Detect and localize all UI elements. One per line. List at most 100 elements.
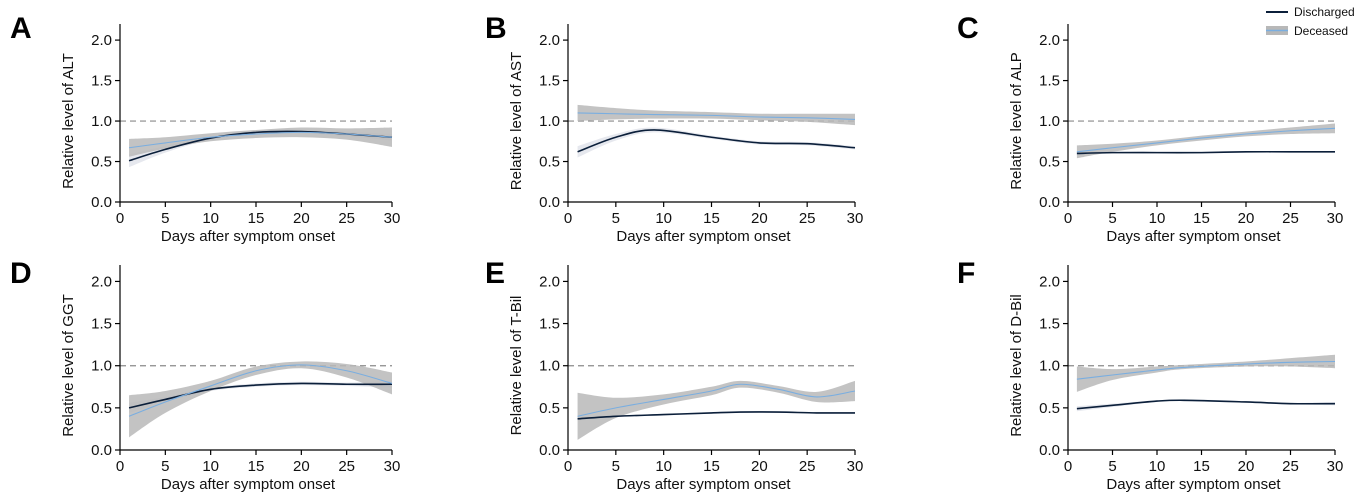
y-tick-label-b: 2.0 [539,32,560,49]
ci-band-deceased-f [1076,354,1335,392]
x-tick-label-a: 15 [248,210,265,227]
x-tick-label-e: 25 [799,458,816,475]
y-tick-label-e: 2.0 [539,273,560,290]
y-tick-label-b: 1.0 [539,113,560,130]
panel-letter-c: C [957,12,979,45]
x-tick-label-b: 15 [703,210,720,227]
x-tick-label-d: 5 [161,458,169,475]
x-tick-label-b: 5 [612,210,620,227]
y-tick-label-f: 2.0 [1039,273,1060,290]
y-tick-label-f: 1.5 [1039,316,1060,333]
x-tick-label-f: 5 [1108,458,1116,475]
panel-a: A 0.0 0.5 1.0 1.5 2.0 0 5 10 15 20 25 30 Days after s… [10,12,400,245]
series-line-deceased-f [1076,360,1336,380]
x-tick-label-d: 20 [293,458,310,475]
y-tick-label-a: 2.0 [91,32,112,49]
series-line-deceased-b [577,112,856,120]
y-tick-label-a: 0.0 [91,194,112,211]
x-tick-label-e: 5 [612,458,620,475]
y-tick-label-c: 1.0 [1039,113,1060,130]
legend-label-discharged: Discharged [1294,5,1355,19]
y-axis-title-f: Relative level of D-Bil [1008,294,1025,437]
x-tick-label-f: 25 [1282,458,1299,475]
x-tick-label-f: 0 [1064,458,1072,475]
y-tick-label-c: 0.0 [1039,194,1060,211]
y-tick-label-d: 0.0 [91,442,112,459]
series-line-deceased-a [128,131,393,149]
series-line-discharged-c [1076,150,1335,155]
panel-letter-b: B [485,12,507,45]
x-tick-label-c: 10 [1149,210,1166,227]
x-tick-label-d: 0 [116,458,124,475]
y-tick-label-f: 0.0 [1039,442,1060,459]
x-tick-label-c: 15 [1193,210,1210,227]
y-tick-label-f: 1.0 [1039,358,1060,375]
series-line-discharged-b [577,129,856,153]
y-tick-label-f: 0.5 [1039,400,1060,417]
panel-f: F 0.0 0.5 1.0 1.5 2.0 0 5 10 15 20 25 30 Days after s… [957,257,1343,493]
ci-band-deceased-d [129,361,392,438]
series-line-discharged-e [577,411,856,420]
y-tick-label-b: 0.0 [539,194,560,211]
series-line-discharged-d [128,382,393,409]
y-axis-title-e: Relative level of T-Bil [508,296,525,436]
x-axis-title-c: Days after symptom onset [1106,228,1281,245]
y-tick-label-e: 0.0 [539,442,560,459]
y-tick-label-b: 1.5 [539,73,560,90]
x-tick-label-d: 25 [338,458,355,475]
x-tick-label-c: 25 [1282,210,1299,227]
x-tick-label-b: 25 [799,210,816,227]
x-axis-title-d: Days after symptom onset [161,476,336,493]
x-tick-label-f: 20 [1238,458,1255,475]
x-tick-label-f: 10 [1149,458,1166,475]
y-axis-title-a: Relative level of ALT [60,53,77,189]
y-tick-label-a: 1.5 [91,73,112,90]
series-line-deceased-d [128,364,393,417]
y-tick-label-d: 1.5 [91,316,112,333]
x-tick-label-f: 30 [1327,458,1344,475]
y-tick-label-c: 1.5 [1039,73,1060,90]
y-tick-label-c: 2.0 [1039,32,1060,49]
x-tick-label-e: 0 [564,458,572,475]
x-tick-label-e: 15 [703,458,720,475]
x-tick-label-b: 0 [564,210,572,227]
x-tick-label-a: 20 [293,210,310,227]
y-tick-label-e: 0.5 [539,400,560,417]
y-tick-label-e: 1.0 [539,358,560,375]
panel-letter-a: A [10,12,32,45]
y-axis-title-b: Relative level of AST [508,52,525,190]
x-tick-label-a: 10 [202,210,219,227]
y-tick-label-d: 1.0 [91,358,112,375]
x-axis-title-a: Days after symptom onset [161,228,336,245]
panel-c: C 0.0 0.5 1.0 1.5 2.0 0 5 10 15 20 25 30 Days after s… [957,12,1343,245]
x-tick-label-a: 25 [338,210,355,227]
ci-band-discharged-b [577,127,855,158]
x-tick-label-a: 5 [161,210,169,227]
x-axis-title-b: Days after symptom onset [616,228,791,245]
x-tick-label-c: 30 [1327,210,1344,227]
legend: Discharged Deceased [1266,5,1355,38]
x-tick-label-c: 0 [1064,210,1072,227]
ci-band-deceased-a [129,127,392,157]
panel-b: B 0.0 0.5 1.0 1.5 2.0 0 5 10 15 20 25 30 Days after s… [485,12,863,245]
x-tick-label-b: 10 [655,210,672,227]
panels: A 0.0 0.5 1.0 1.5 2.0 0 5 10 15 20 25 30 Days after s… [10,12,1343,493]
y-tick-label-a: 1.0 [91,113,112,130]
series-line-deceased-e [577,383,856,417]
x-tick-label-a: 0 [116,210,124,227]
x-tick-label-d: 15 [248,458,265,475]
panel-d: D 0.0 0.5 1.0 1.5 2.0 0 5 10 15 20 25 30 Days after s… [10,257,400,493]
panel-e: E 0.0 0.5 1.0 1.5 2.0 0 5 10 15 20 25 30 Days after s… [485,257,863,493]
x-axis-title-e: Days after symptom onset [616,476,791,493]
x-tick-label-c: 20 [1238,210,1255,227]
x-axis-title-f: Days after symptom onset [1106,476,1281,493]
x-tick-label-a: 30 [384,210,401,227]
x-tick-label-e: 10 [655,458,672,475]
x-tick-label-e: 20 [751,458,768,475]
y-tick-label-a: 0.5 [91,154,112,171]
y-tick-label-d: 0.5 [91,400,112,417]
ci-band-deceased-e [577,380,855,440]
x-tick-label-d: 30 [384,458,401,475]
series-line-deceased-c [1076,127,1336,153]
